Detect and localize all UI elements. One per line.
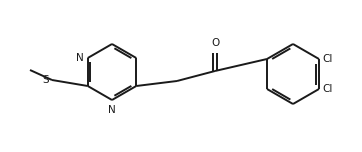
Text: N: N bbox=[108, 105, 116, 115]
Text: N: N bbox=[76, 53, 84, 63]
Text: O: O bbox=[211, 38, 219, 48]
Text: Cl: Cl bbox=[322, 84, 332, 94]
Text: Cl: Cl bbox=[322, 54, 332, 64]
Text: S: S bbox=[42, 75, 49, 85]
